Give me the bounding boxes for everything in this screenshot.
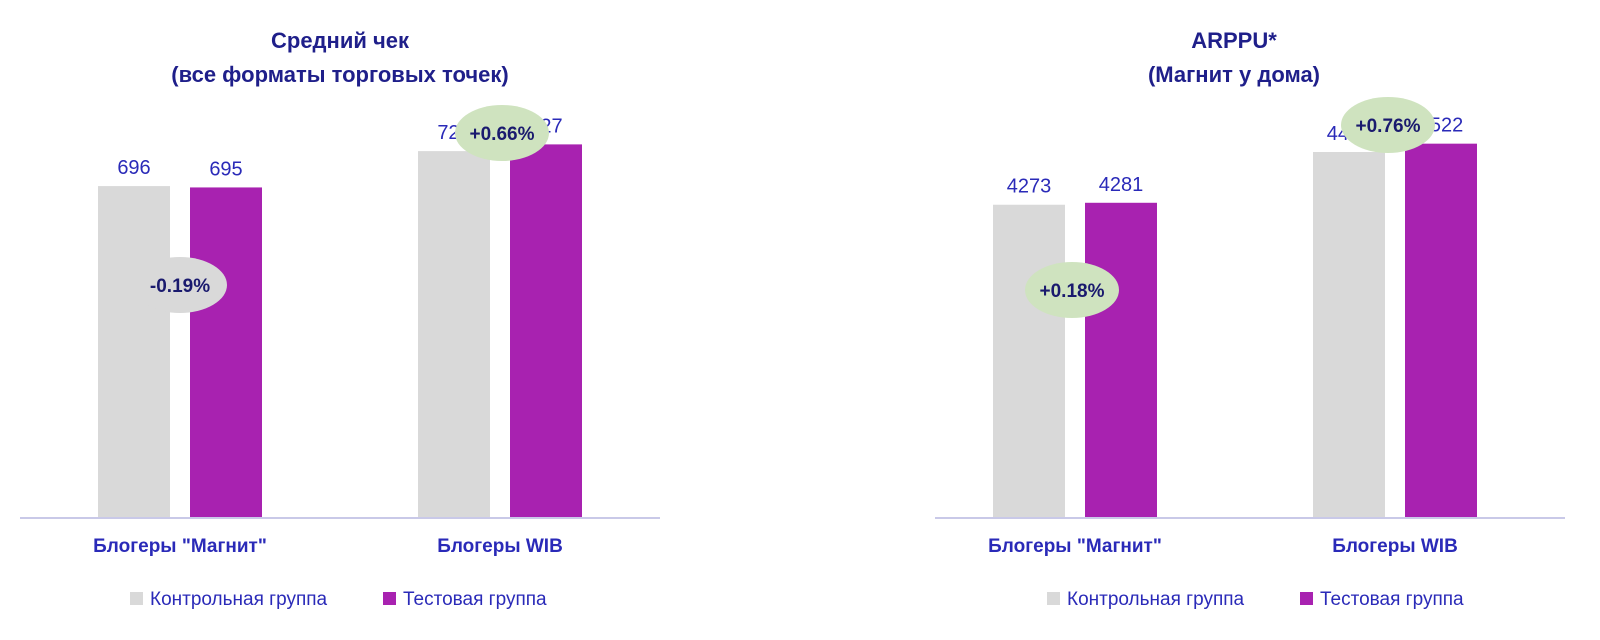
- bar-value-label: 4281: [1099, 174, 1144, 196]
- legend-label-test: Тестовая группа: [1320, 589, 1464, 610]
- bar-control: [993, 204, 1065, 517]
- change-badge: [133, 257, 227, 313]
- bar-control: [1313, 152, 1385, 517]
- legend-label-control: Контрольная группа: [1067, 589, 1245, 610]
- chart-title: Средний чек: [271, 28, 410, 53]
- legend-swatch-test: [383, 592, 396, 605]
- bar-value-label: 696: [117, 157, 150, 179]
- change-badge-label: +0.76%: [1356, 116, 1421, 137]
- change-badge-label: -0.19%: [150, 276, 210, 297]
- legend-label-test: Тестовая группа: [403, 589, 547, 610]
- chart-subtitle: (Магнит у дома): [1148, 62, 1320, 87]
- bar-value-label: 4273: [1007, 176, 1052, 198]
- legend-swatch-control: [1047, 592, 1060, 605]
- bar-value-label: 695: [209, 158, 242, 180]
- bar-test: [1405, 143, 1477, 517]
- category-label: Блогеры "Магнит": [988, 536, 1162, 557]
- category-label: Блогеры "Магнит": [93, 536, 267, 557]
- change-badge: [455, 105, 549, 161]
- bar-test: [510, 144, 582, 517]
- category-label: Блогеры WIB: [437, 536, 563, 557]
- category-label: Блогеры WIB: [1332, 536, 1458, 557]
- chart-average-check: Средний чек (все форматы торговых точек) 6…: [20, 28, 660, 610]
- change-badge: [1341, 97, 1435, 153]
- legend-swatch-test: [1300, 592, 1313, 605]
- change-badge-label: +0.18%: [1040, 281, 1105, 302]
- bar-control: [418, 151, 490, 517]
- bar-test: [190, 187, 262, 517]
- change-badge-label: +0.66%: [470, 124, 535, 145]
- bar-control: [98, 186, 170, 517]
- chart-title: ARPPU*: [1191, 28, 1277, 53]
- chart-arppu: ARPPU* (Магнит у дома) 4273 4281 Блогеры "Ма…: [935, 28, 1565, 610]
- bar-test: [1085, 202, 1157, 517]
- change-badge: [1025, 262, 1119, 318]
- legend-label-control: Контрольная группа: [150, 589, 328, 610]
- chart-subtitle: (все форматы торговых точек): [171, 62, 508, 87]
- legend-swatch-control: [130, 592, 143, 605]
